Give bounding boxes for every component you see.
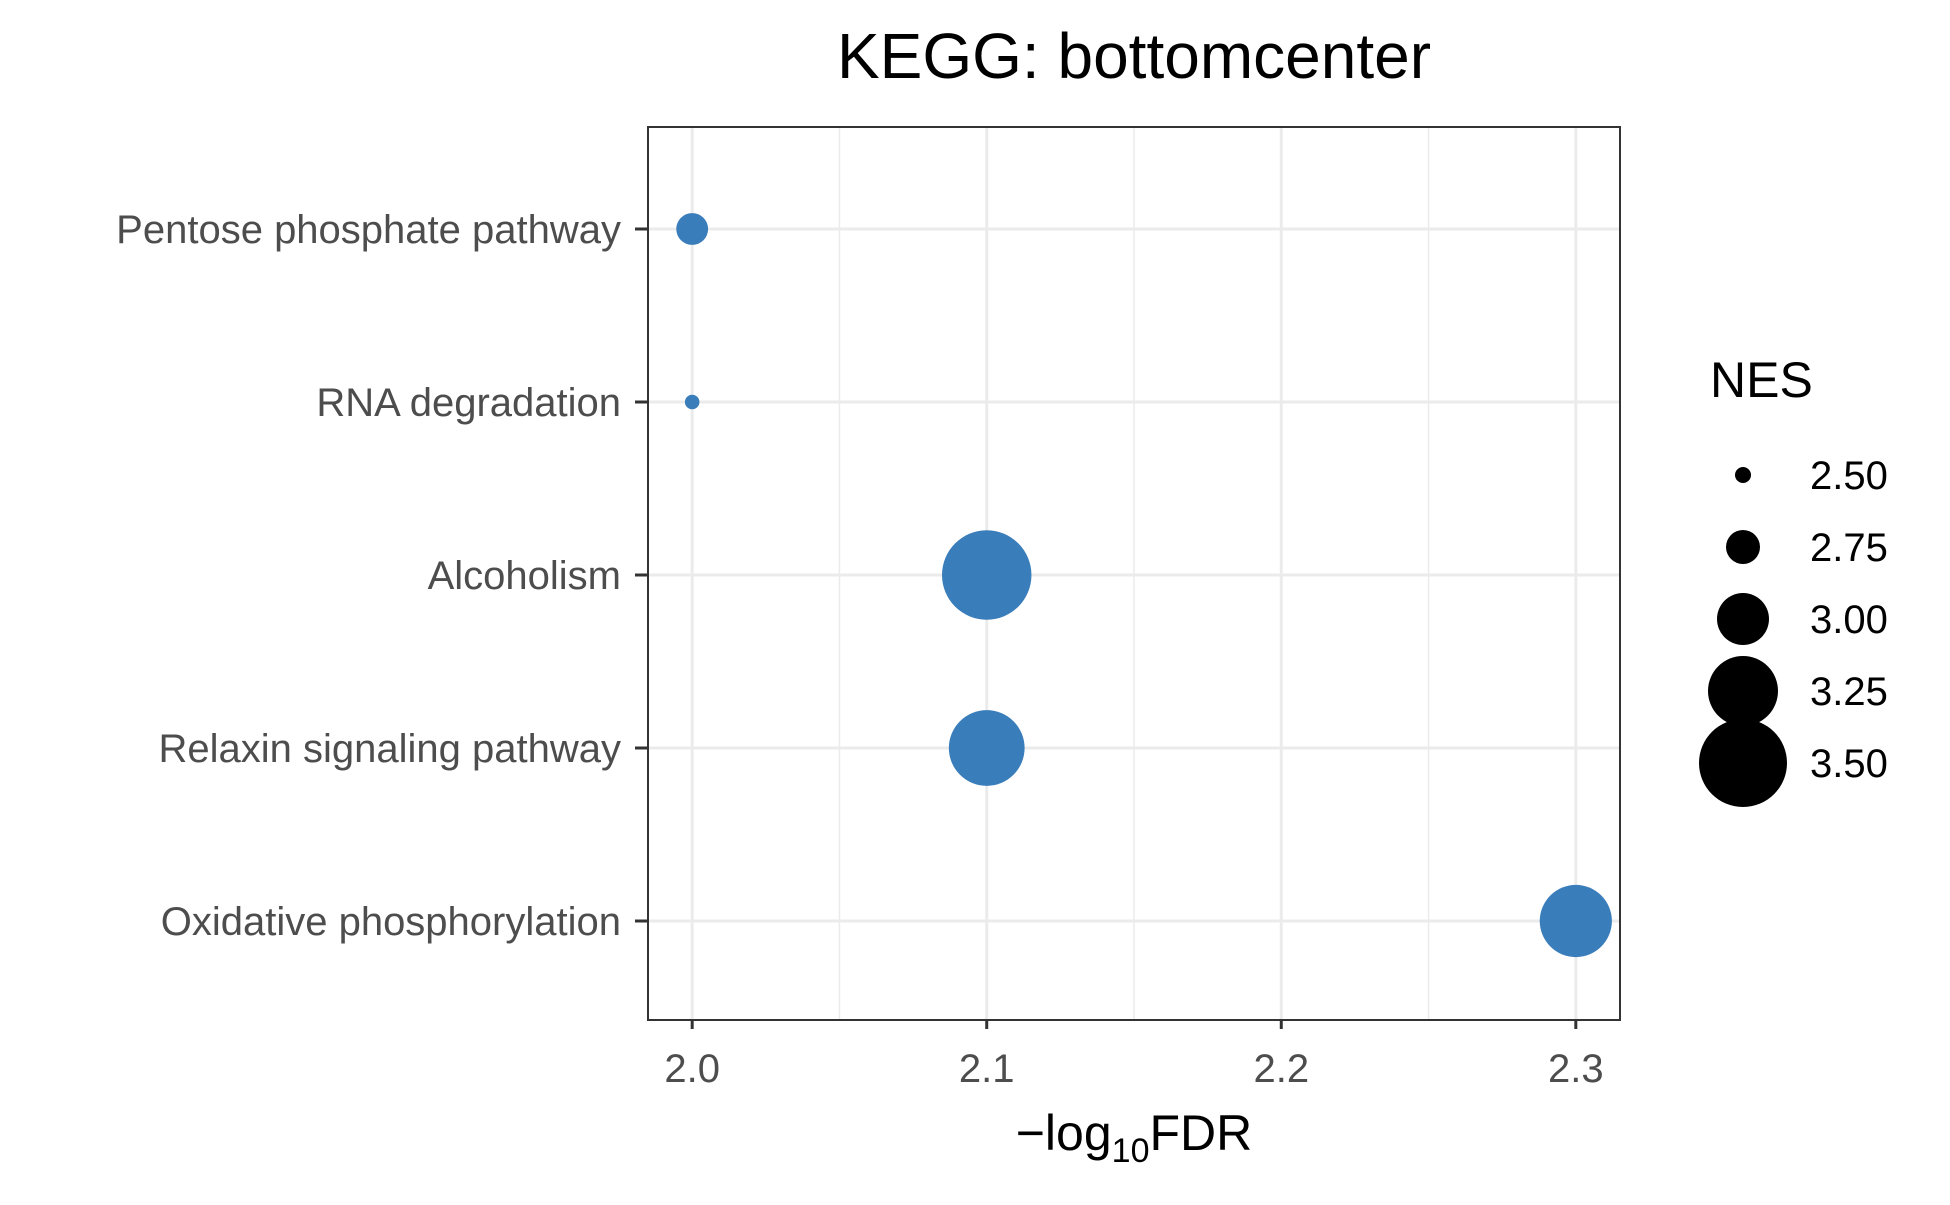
data-point bbox=[1539, 884, 1612, 958]
legend-label: 3.00 bbox=[1810, 598, 1888, 642]
data-point bbox=[942, 530, 1032, 620]
x-tick-label: 2.1 bbox=[959, 1047, 1015, 1091]
y-tick-label: Alcoholism bbox=[428, 554, 621, 598]
x-axis-label: −log10FDR bbox=[1016, 1105, 1253, 1170]
data-point bbox=[948, 710, 1025, 786]
data-point bbox=[676, 213, 709, 245]
points bbox=[676, 213, 1612, 958]
y-tick-label: Oxidative phosphorylation bbox=[161, 900, 621, 944]
data-point bbox=[684, 394, 700, 410]
legend-key bbox=[1699, 719, 1787, 807]
axis-ticks: 2.0 2.1 2.2 2.3 Pentose phosphate pathway RNA… bbox=[116, 208, 1603, 1091]
x-axis-label-prefix: −log bbox=[1016, 1105, 1112, 1161]
grid bbox=[648, 127, 1620, 1020]
chart-title: KEGG: bottomcenter bbox=[837, 20, 1431, 92]
y-tick-label: Pentose phosphate pathway bbox=[116, 208, 621, 252]
y-tick-label: RNA degradation bbox=[316, 381, 621, 425]
x-tick-label: 2.2 bbox=[1253, 1047, 1309, 1091]
legend-label: 2.50 bbox=[1810, 454, 1888, 498]
legend-label: 2.75 bbox=[1810, 526, 1888, 570]
x-axis-label-subscript: 10 bbox=[1112, 1132, 1150, 1170]
panel-border bbox=[647, 126, 1621, 1021]
legend-key bbox=[1726, 530, 1760, 564]
x-tick-label: 2.0 bbox=[664, 1047, 720, 1091]
x-tick-label: 2.3 bbox=[1548, 1047, 1604, 1091]
x-axis-label-suffix: FDR bbox=[1150, 1105, 1253, 1161]
size-legend: 2.50 2.75 3.00 3.25 3.50 bbox=[1699, 454, 1888, 807]
y-tick-label: Relaxin signaling pathway bbox=[159, 727, 622, 771]
legend-key bbox=[1708, 656, 1778, 726]
legend-label: 3.25 bbox=[1810, 670, 1888, 714]
legend-key bbox=[1735, 467, 1751, 483]
legend-key bbox=[1717, 593, 1769, 645]
legend-label: 3.50 bbox=[1810, 742, 1888, 786]
legend-title: NES bbox=[1710, 352, 1813, 408]
